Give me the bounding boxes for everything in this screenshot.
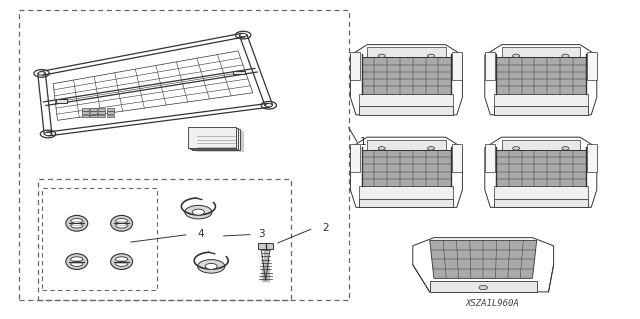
Polygon shape: [264, 258, 268, 261]
Circle shape: [479, 286, 488, 290]
Polygon shape: [264, 255, 267, 258]
Bar: [360, 107, 454, 115]
Bar: [485, 144, 495, 172]
Bar: [367, 48, 445, 57]
Bar: [360, 199, 454, 207]
Bar: [82, 111, 89, 114]
Circle shape: [198, 260, 225, 273]
Bar: [351, 144, 360, 172]
Bar: [38, 179, 291, 300]
Polygon shape: [362, 150, 451, 186]
Text: 1: 1: [360, 137, 366, 147]
Bar: [360, 186, 454, 199]
Bar: [82, 115, 89, 117]
Bar: [234, 71, 245, 74]
Ellipse shape: [111, 254, 132, 270]
Ellipse shape: [116, 219, 127, 223]
Bar: [258, 243, 273, 249]
Text: 2: 2: [322, 223, 328, 233]
Bar: [99, 115, 106, 117]
Polygon shape: [263, 261, 268, 264]
Text: XSZA1L960A: XSZA1L960A: [466, 299, 520, 308]
Bar: [452, 52, 463, 80]
Ellipse shape: [116, 257, 127, 262]
Bar: [196, 131, 244, 152]
Bar: [192, 129, 240, 150]
Bar: [587, 52, 597, 80]
Circle shape: [513, 54, 520, 58]
Polygon shape: [262, 268, 269, 271]
Ellipse shape: [116, 262, 127, 266]
Bar: [90, 108, 97, 111]
Polygon shape: [53, 51, 253, 120]
Bar: [56, 100, 67, 103]
Polygon shape: [262, 271, 269, 274]
Bar: [494, 199, 588, 207]
Bar: [502, 48, 580, 57]
Bar: [367, 140, 445, 150]
Bar: [494, 107, 588, 115]
Circle shape: [428, 147, 435, 150]
Bar: [188, 127, 236, 148]
Text: 3: 3: [259, 229, 265, 240]
Polygon shape: [362, 57, 451, 94]
Circle shape: [513, 147, 520, 150]
Bar: [429, 281, 537, 292]
Polygon shape: [485, 137, 596, 207]
Ellipse shape: [111, 215, 132, 231]
Ellipse shape: [66, 215, 88, 231]
Polygon shape: [263, 264, 268, 268]
Bar: [587, 144, 597, 172]
Polygon shape: [264, 251, 267, 255]
Circle shape: [562, 54, 569, 58]
Bar: [99, 108, 106, 111]
Circle shape: [205, 263, 217, 269]
Text: 4: 4: [197, 229, 204, 240]
Bar: [82, 108, 89, 111]
Ellipse shape: [71, 262, 83, 266]
Polygon shape: [496, 150, 586, 186]
Circle shape: [562, 147, 569, 150]
Ellipse shape: [71, 223, 83, 228]
Polygon shape: [262, 278, 269, 281]
Bar: [452, 144, 463, 172]
Bar: [90, 115, 97, 117]
Bar: [485, 52, 495, 80]
Bar: [90, 111, 97, 114]
Bar: [107, 111, 114, 114]
Bar: [494, 186, 588, 199]
Bar: [19, 10, 349, 300]
Bar: [502, 140, 580, 150]
Bar: [107, 108, 114, 111]
Circle shape: [185, 205, 212, 219]
Polygon shape: [485, 45, 596, 115]
Circle shape: [378, 54, 385, 58]
Ellipse shape: [66, 254, 88, 270]
Polygon shape: [351, 137, 462, 207]
Bar: [99, 111, 106, 114]
Ellipse shape: [116, 223, 127, 228]
Polygon shape: [351, 45, 462, 115]
Polygon shape: [429, 241, 537, 278]
Polygon shape: [496, 57, 586, 94]
Bar: [107, 115, 114, 117]
Bar: [351, 52, 360, 80]
Circle shape: [193, 209, 204, 215]
Polygon shape: [262, 274, 269, 278]
Circle shape: [378, 147, 385, 150]
Bar: [360, 94, 454, 107]
Polygon shape: [413, 238, 554, 292]
Ellipse shape: [71, 219, 83, 223]
Ellipse shape: [71, 257, 83, 262]
Bar: [42, 188, 157, 290]
Bar: [494, 94, 588, 107]
Bar: [190, 128, 238, 149]
Circle shape: [428, 54, 435, 58]
Polygon shape: [265, 248, 266, 251]
